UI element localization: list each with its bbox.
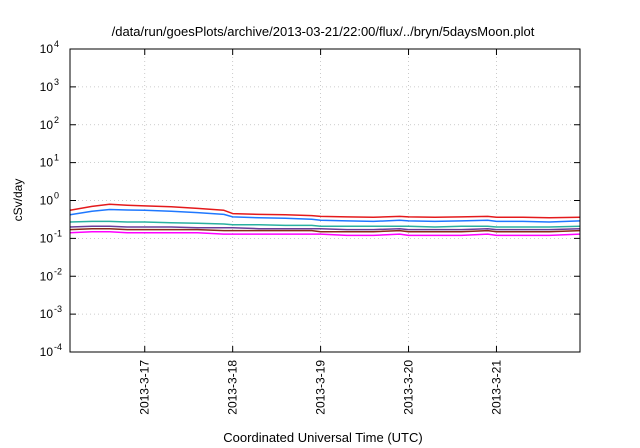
series-line-3 (69, 220, 581, 228)
y-tick-base: 10 (40, 307, 54, 321)
y-axis-label: cSv/day (11, 179, 25, 222)
series-line-2 (69, 208, 581, 223)
chart-title: /data/run/goesPlots/archive/2013-03-21/2… (112, 24, 535, 39)
series-line-1 (69, 203, 581, 219)
y-tick-exponent: -2 (54, 266, 62, 276)
y-tick-base: 10 (40, 194, 54, 208)
series-line-5 (69, 227, 581, 233)
x-tick-label: 2013-3-17 (138, 360, 152, 415)
y-tick-base: 10 (40, 345, 54, 359)
y-tick-label: 10 -1 (40, 228, 62, 245)
y-tick-label: 10 0 (40, 191, 59, 208)
x-axis-tick-labels: 2013-3-17 2013-3-18 2013-3-19 2013-3-20 2013… (138, 360, 504, 415)
axis-ticks (70, 48, 580, 353)
y-tick-exponent: 0 (54, 191, 59, 201)
x-tick-label: 2013-3-20 (402, 360, 416, 415)
y-tick-exponent: 4 (54, 39, 59, 49)
y-tick-exponent: 3 (54, 77, 59, 87)
y-tick-label: 10 3 (40, 77, 59, 94)
y-tick-label: 10 -2 (40, 266, 62, 283)
y-tick-exponent: -4 (54, 342, 62, 352)
x-tick-label: 2013-3-19 (314, 360, 328, 415)
y-tick-label: 10 4 (40, 39, 59, 56)
y-tick-exponent: -1 (54, 228, 62, 238)
x-axis-label: Coordinated Universal Time (UTC) (223, 430, 422, 445)
y-tick-exponent: 2 (54, 115, 59, 125)
y-tick-base: 10 (40, 231, 54, 245)
y-tick-label: 10 -3 (40, 304, 62, 321)
y-tick-base: 10 (40, 269, 54, 283)
y-tick-label: 10 1 (40, 153, 59, 170)
y-tick-label: 10 -4 (40, 342, 62, 359)
y-tick-base: 10 (40, 118, 54, 132)
grid-lines (70, 49, 580, 352)
y-tick-label: 10 2 (40, 115, 59, 132)
y-tick-base: 10 (40, 42, 54, 56)
series-line-6 (69, 230, 581, 237)
y-tick-exponent: 1 (54, 153, 59, 163)
x-tick-label: 2013-3-21 (489, 360, 503, 415)
y-tick-base: 10 (40, 156, 54, 170)
series-layer (69, 203, 581, 237)
series-line-4 (69, 225, 581, 231)
x-tick-label: 2013-3-18 (226, 360, 240, 415)
y-tick-base: 10 (40, 80, 54, 94)
y-tick-exponent: -3 (54, 304, 62, 314)
